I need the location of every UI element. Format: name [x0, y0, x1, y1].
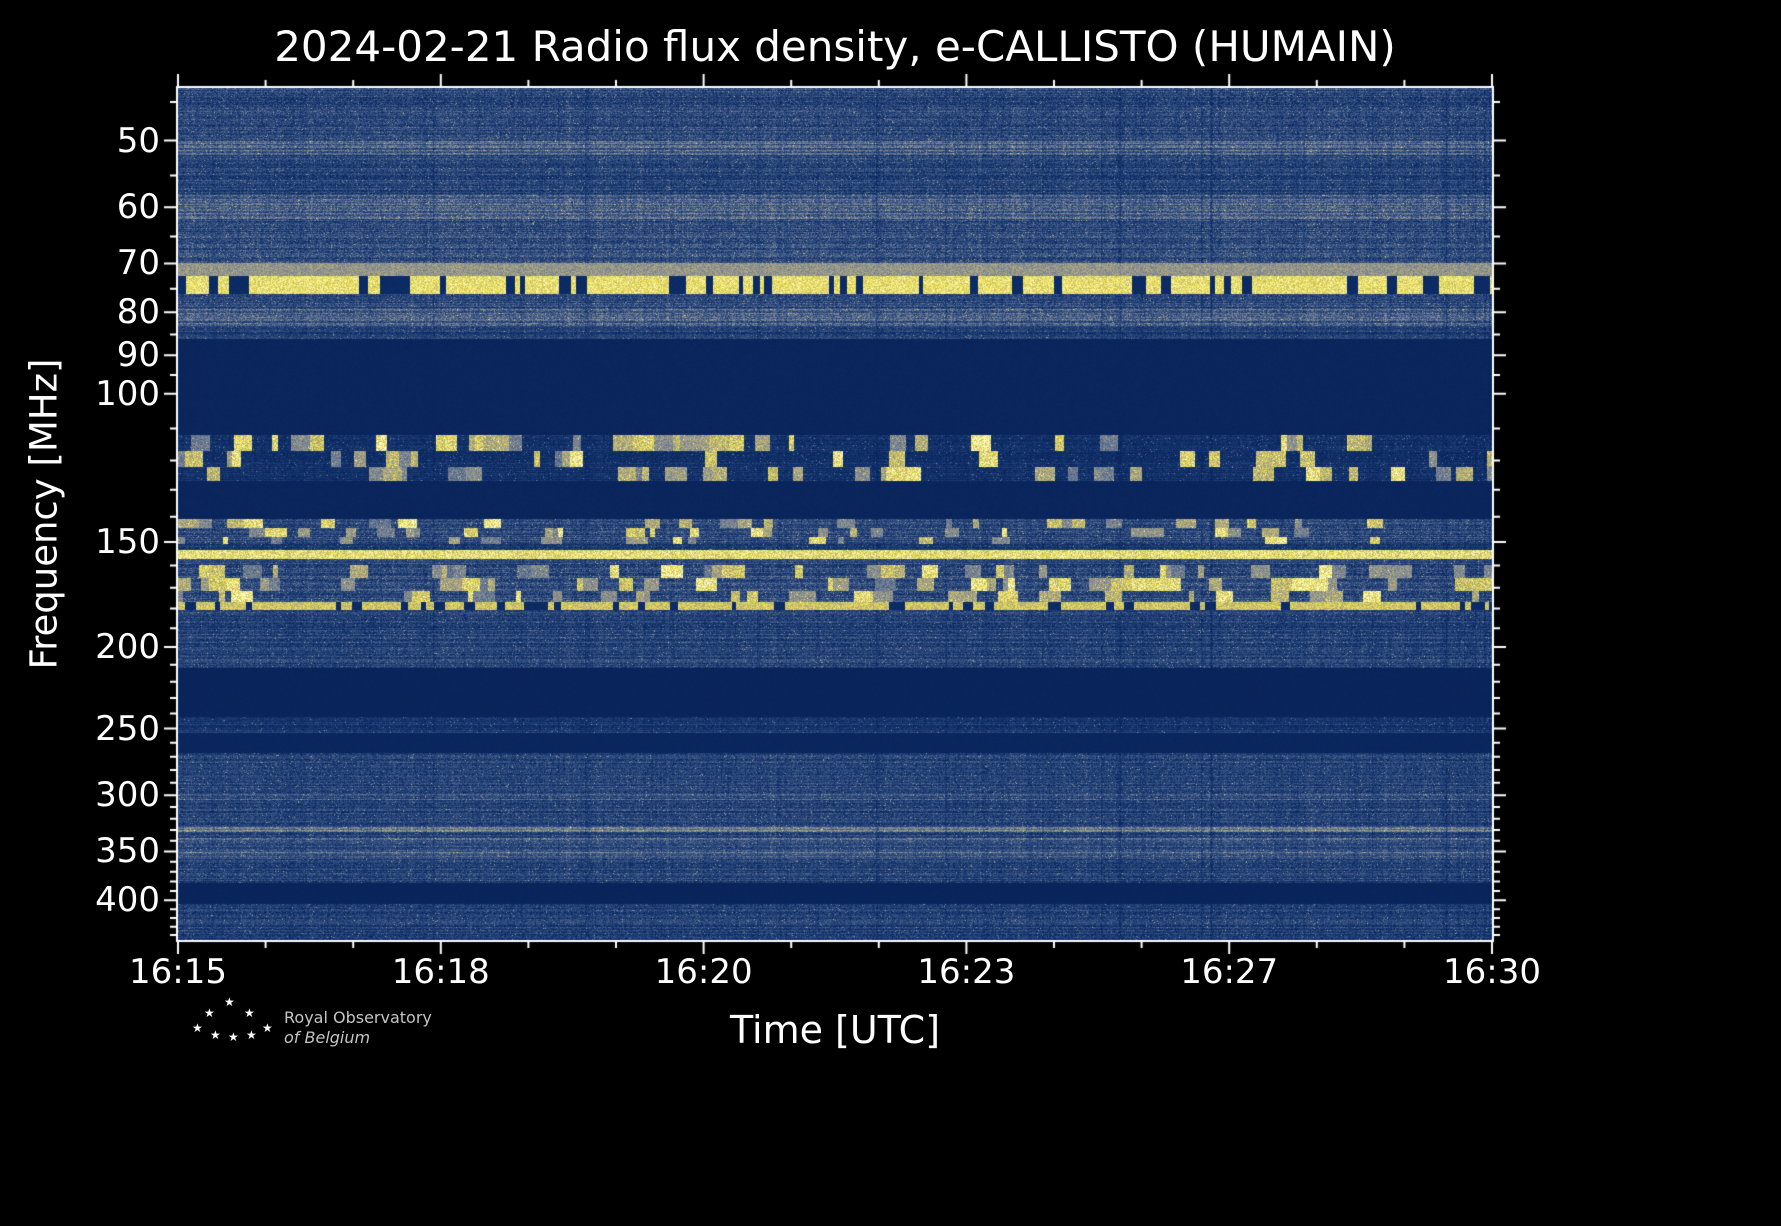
rob-logo-stars: ★ ★ ★ ★ ★ ★ ★ ★ — [188, 996, 274, 1052]
y-tick-label: 350 — [95, 831, 160, 872]
star-icon: ★ — [210, 1028, 221, 1042]
star-icon: ★ — [262, 1021, 273, 1035]
x-tick-label: 16:27 — [1180, 952, 1279, 992]
y-tick-label: 300 — [95, 775, 160, 816]
star-icon: ★ — [192, 1021, 203, 1035]
x-tick-label: 16:20 — [654, 952, 753, 992]
x-axis-label: Time [UTC] — [729, 1008, 941, 1052]
x-tick-label: 16:30 — [1443, 952, 1541, 992]
y-tick-label: 150 — [95, 521, 160, 562]
y-tick-label: 50 — [116, 120, 160, 161]
x-tick-label: 16:23 — [917, 952, 1016, 992]
rob-logo-text-line1: Royal Observatory — [284, 1008, 432, 1027]
star-icon: ★ — [224, 995, 235, 1009]
star-icon: ★ — [204, 1006, 215, 1020]
y-tick-label: 90 — [116, 335, 160, 376]
y-tick-label: 100 — [95, 373, 160, 414]
chart-title: 2024-02-21 Radio flux density, e-CALLIST… — [274, 22, 1396, 71]
y-tick-label: 200 — [95, 627, 160, 667]
x-tick-label: 16:15 — [129, 952, 227, 992]
y-tick-label: 60 — [116, 187, 160, 228]
star-icon: ★ — [244, 1006, 255, 1020]
y-tick-label: 400 — [95, 880, 160, 921]
rob-logo-text-line2: of Belgium — [284, 1028, 371, 1047]
star-icon: ★ — [246, 1028, 257, 1042]
y-tick-label: 70 — [116, 243, 160, 284]
x-tick-label: 16:18 — [391, 952, 490, 992]
y-tick-label: 250 — [95, 708, 160, 749]
star-icon: ★ — [228, 1030, 239, 1044]
rob-logo-text: Royal Observatory of Belgium — [284, 1008, 432, 1048]
y-tick-label: 80 — [116, 292, 160, 333]
